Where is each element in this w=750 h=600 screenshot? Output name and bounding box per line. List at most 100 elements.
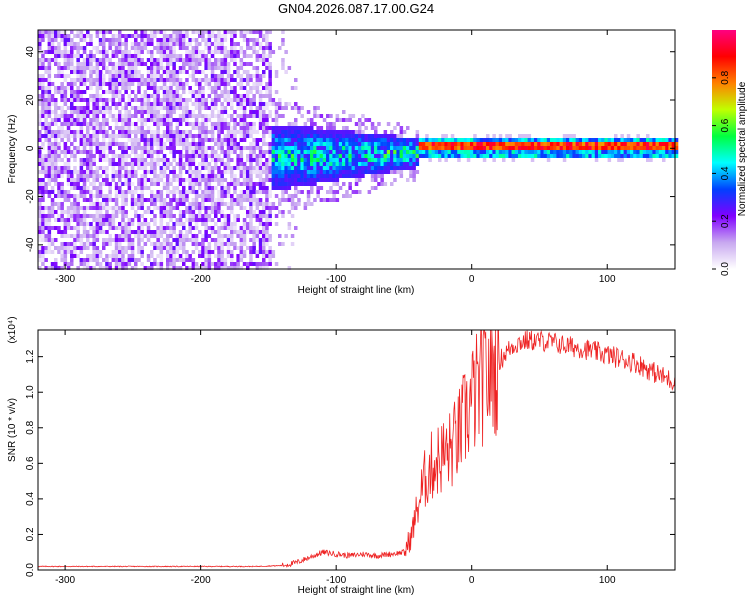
heatmap-cell bbox=[246, 154, 250, 158]
heatmap-cell bbox=[178, 114, 183, 118]
heatmap-cell bbox=[345, 118, 349, 122]
heatmap-cell bbox=[169, 250, 173, 254]
heatmap-cell bbox=[76, 226, 80, 230]
heatmap-cell bbox=[47, 238, 52, 242]
heatmap-cell bbox=[47, 214, 52, 218]
heatmap-cell bbox=[223, 226, 228, 230]
x-tick-label: -100 bbox=[326, 575, 346, 586]
heatmap-cell bbox=[166, 130, 170, 134]
heatmap-cell bbox=[102, 126, 106, 130]
heatmap-cell bbox=[239, 170, 244, 174]
heatmap-cell bbox=[575, 154, 580, 158]
heatmap-cell bbox=[60, 230, 64, 234]
heatmap-cell bbox=[281, 114, 285, 118]
heatmap-cell bbox=[121, 146, 125, 150]
heatmap-cell bbox=[102, 130, 106, 134]
heatmap-cell bbox=[66, 250, 71, 254]
heatmap-cell bbox=[137, 154, 141, 158]
heatmap-cell bbox=[146, 210, 151, 214]
heatmap-cell bbox=[66, 122, 71, 126]
heatmap-cell bbox=[214, 94, 218, 98]
heatmap-cell bbox=[60, 202, 64, 206]
heatmap-cell bbox=[76, 186, 80, 190]
heatmap-cell bbox=[249, 46, 253, 50]
heatmap-cell bbox=[111, 82, 116, 86]
heatmap-cell bbox=[290, 138, 295, 142]
heatmap-cell bbox=[274, 166, 279, 170]
heatmap-cell bbox=[111, 70, 116, 74]
heatmap-cell bbox=[217, 110, 221, 114]
heatmap-cell bbox=[153, 142, 157, 146]
heatmap-cell bbox=[242, 102, 247, 106]
heatmap-cell bbox=[130, 98, 135, 102]
heatmap-cell bbox=[134, 190, 138, 194]
heatmap-cell bbox=[153, 90, 157, 94]
heatmap-cell bbox=[370, 174, 375, 178]
heatmap-cell bbox=[108, 194, 112, 198]
heatmap-cell bbox=[278, 106, 282, 110]
heatmap-cell bbox=[185, 230, 189, 234]
heatmap-cell bbox=[102, 134, 106, 138]
heatmap-cell bbox=[495, 150, 500, 154]
heatmap-cell bbox=[246, 210, 250, 214]
heatmap-cell bbox=[175, 42, 180, 46]
heatmap-cell bbox=[338, 158, 343, 162]
heatmap-cell bbox=[281, 42, 285, 46]
heatmap-cell bbox=[108, 98, 112, 102]
heatmap-cell bbox=[486, 150, 490, 154]
heatmap-cell bbox=[204, 254, 208, 258]
heatmap-cell bbox=[313, 198, 317, 202]
heatmap-cell bbox=[201, 254, 205, 258]
heatmap-cell bbox=[210, 90, 215, 94]
heatmap-cell bbox=[278, 182, 282, 186]
heatmap-cell bbox=[47, 162, 52, 166]
heatmap-cell bbox=[265, 46, 269, 50]
heatmap-cell bbox=[201, 114, 205, 118]
heatmap-cell bbox=[105, 146, 109, 150]
heatmap-cell bbox=[108, 226, 112, 230]
heatmap-cell bbox=[198, 34, 202, 38]
heatmap-cell bbox=[338, 162, 343, 166]
heatmap-cell bbox=[172, 70, 176, 74]
heatmap-cell bbox=[191, 226, 196, 230]
heatmap-cell bbox=[175, 30, 180, 34]
heatmap-cell bbox=[249, 114, 253, 118]
heatmap-cell bbox=[159, 62, 164, 66]
heatmap-cell bbox=[188, 210, 192, 214]
heatmap-cell bbox=[217, 246, 221, 250]
heatmap-cell bbox=[82, 218, 87, 222]
heatmap-cell bbox=[409, 162, 413, 166]
heatmap-cell bbox=[188, 58, 192, 62]
heatmap-cell bbox=[63, 62, 68, 66]
heatmap-cell bbox=[146, 106, 151, 110]
heatmap-cell bbox=[271, 138, 276, 142]
heatmap-cell bbox=[86, 262, 90, 266]
heatmap-cell bbox=[175, 250, 180, 254]
heatmap-cell bbox=[207, 242, 212, 246]
heatmap-cell bbox=[620, 134, 624, 138]
heatmap-cell bbox=[668, 150, 672, 154]
heatmap-cell bbox=[60, 234, 64, 238]
heatmap-cell bbox=[159, 150, 164, 154]
heatmap-cell bbox=[226, 250, 231, 254]
heatmap-cell bbox=[121, 74, 125, 78]
heatmap-cell bbox=[393, 162, 397, 166]
heatmap-cell bbox=[159, 78, 164, 82]
heatmap-cell bbox=[265, 30, 269, 34]
heatmap-cell bbox=[214, 186, 218, 190]
heatmap-cell bbox=[124, 230, 128, 234]
heatmap-cell bbox=[153, 134, 157, 138]
heatmap-cell bbox=[255, 226, 260, 230]
heatmap-cell bbox=[204, 74, 208, 78]
heatmap-cell bbox=[175, 190, 180, 194]
heatmap-cell bbox=[118, 234, 122, 238]
heatmap-cell bbox=[329, 190, 333, 194]
heatmap-cell bbox=[582, 146, 586, 150]
heatmap-cell bbox=[73, 158, 77, 162]
heatmap-cell bbox=[127, 74, 132, 78]
heatmap-cell bbox=[159, 66, 164, 70]
heatmap-cell bbox=[226, 158, 231, 162]
heatmap-cell bbox=[47, 106, 52, 110]
heatmap-cell bbox=[300, 146, 304, 150]
heatmap-cell bbox=[137, 90, 141, 94]
